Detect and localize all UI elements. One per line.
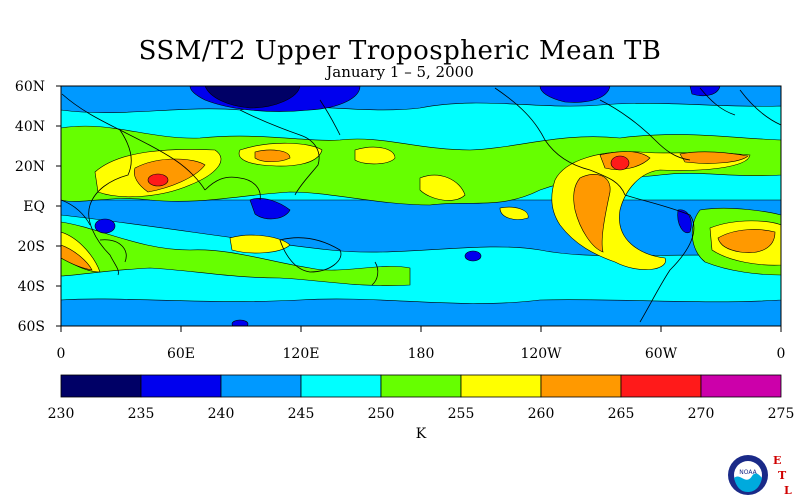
field-blue-north-pacific-2 xyxy=(539,86,611,103)
field-orange-china xyxy=(254,149,291,163)
field-yellow-pacific xyxy=(354,146,396,165)
lon-label: 120E xyxy=(283,346,320,362)
logo-agency-text: NOAA xyxy=(739,469,757,476)
field-green-belt xyxy=(61,125,781,206)
logo-letter-t: T xyxy=(778,469,787,482)
colorbar-swatch xyxy=(60,374,142,398)
field-red-arabia xyxy=(147,173,169,187)
field-blue-pacific-s xyxy=(464,250,482,262)
field-blue-indian xyxy=(94,218,116,234)
logo-letter-l: L xyxy=(784,484,792,497)
colorbar-tick-label: 235 xyxy=(128,406,155,422)
colorbar: 230 235 240 245 250 255 260 265 270 275 xyxy=(48,374,795,422)
field-yellow-south-pacific xyxy=(229,234,291,254)
colorbar-swatch xyxy=(460,374,542,398)
colorbar-tick-label: 270 xyxy=(688,406,715,422)
field-yellow-pacific-2 xyxy=(419,174,466,201)
lon-label: 120W xyxy=(520,346,562,362)
colorbar-swatch xyxy=(220,374,302,398)
field-cyan-south xyxy=(61,214,781,304)
lat-label: 40N xyxy=(15,119,45,135)
map-title: SSM/T2 Upper Tropospheric Mean TB xyxy=(138,36,662,66)
lon-label: 0 xyxy=(777,346,786,362)
lon-label: 60W xyxy=(645,346,678,362)
field-blue-indonesia xyxy=(249,198,291,220)
map-subtitle: January 1 – 5, 2000 xyxy=(326,63,474,81)
colorbar-unit: K xyxy=(416,426,427,442)
colorbar-swatch xyxy=(380,374,462,398)
field-navy-north-pacific xyxy=(204,86,301,109)
field-orange-atlantic-n xyxy=(679,151,749,164)
colorbar-swatch xyxy=(540,374,622,398)
lat-label: EQ xyxy=(23,199,45,215)
lat-label: 60S xyxy=(18,319,45,335)
temperature-field xyxy=(61,86,781,326)
lat-label: 20N xyxy=(15,159,45,175)
lon-label: 60E xyxy=(167,346,195,362)
field-green-south xyxy=(61,221,411,286)
colorbar-tick-label: 255 xyxy=(448,406,475,422)
lon-label: 0 xyxy=(57,346,66,362)
colorbar-tick-label: 265 xyxy=(608,406,635,422)
field-blue-south-america xyxy=(677,209,692,234)
lat-label: 60N xyxy=(15,79,45,95)
field-orange-atlantic-s xyxy=(717,229,776,253)
field-yellow-equatorial xyxy=(499,206,529,220)
lon-label: 180 xyxy=(408,346,435,362)
colorbar-tick-label: 230 xyxy=(48,406,75,422)
logo-letter-e: E xyxy=(773,454,781,467)
noaa-etl-logo: NOAA E T L xyxy=(728,452,792,498)
longitude-axis: 0 60E 120E 180 120W 60W 0 xyxy=(57,326,786,362)
field-orange-west xyxy=(61,244,93,271)
coastlines xyxy=(61,87,781,323)
colorbar-swatch xyxy=(300,374,382,398)
colorbar-swatch xyxy=(620,374,702,398)
colorbar-swatch xyxy=(140,374,222,398)
field-orange-america xyxy=(573,174,611,253)
field-red-america xyxy=(610,155,630,171)
colorbar-swatch xyxy=(700,374,782,398)
latitude-axis: 60N 40N 20N EQ 20S 40S 60S xyxy=(15,79,61,335)
colorbar-tick-label: 240 xyxy=(208,406,235,422)
colorbar-tick-label: 260 xyxy=(528,406,555,422)
field-blue-south xyxy=(231,319,249,326)
lat-label: 20S xyxy=(18,239,45,255)
lat-label: 40S xyxy=(18,279,45,295)
colorbar-tick-label: 250 xyxy=(368,406,395,422)
colorbar-tick-label: 275 xyxy=(768,406,795,422)
colorbar-tick-label: 245 xyxy=(288,406,315,422)
